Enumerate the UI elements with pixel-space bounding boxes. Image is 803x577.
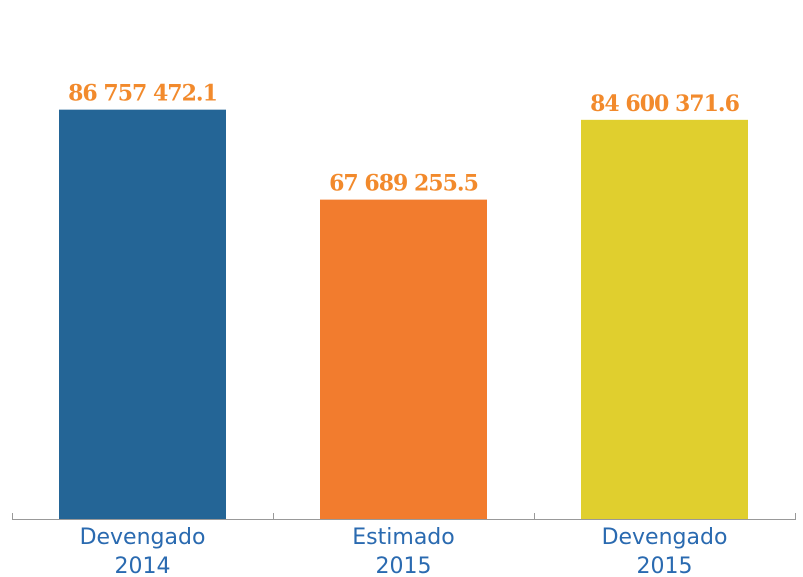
value-label-3: 84 600 371.6 [590,91,739,117]
category-label-1-line-2: 2014 [115,554,171,577]
category-label-2-line-1: Estimado [352,525,454,550]
bar-2 [320,199,487,519]
category-label-2-line-2: 2015 [376,554,432,577]
category-label-1-line-1: Devengado [80,525,206,550]
category-label-3-line-2: 2015 [637,554,693,577]
bar-3 [581,119,748,520]
x-axis [12,513,796,520]
category-labels-group: Devengado 2014 Estimado 2015 Devengado 2015 [80,525,728,577]
value-labels-group: 86 757 472.1 67 689 255.5 84 600 371.6 [68,81,740,197]
bars-group [59,109,748,520]
category-label-3-line-1: Devengado [602,525,728,550]
value-label-1: 86 757 472.1 [68,81,217,107]
value-label-2: 67 689 255.5 [329,171,478,197]
bar-1 [59,109,226,519]
